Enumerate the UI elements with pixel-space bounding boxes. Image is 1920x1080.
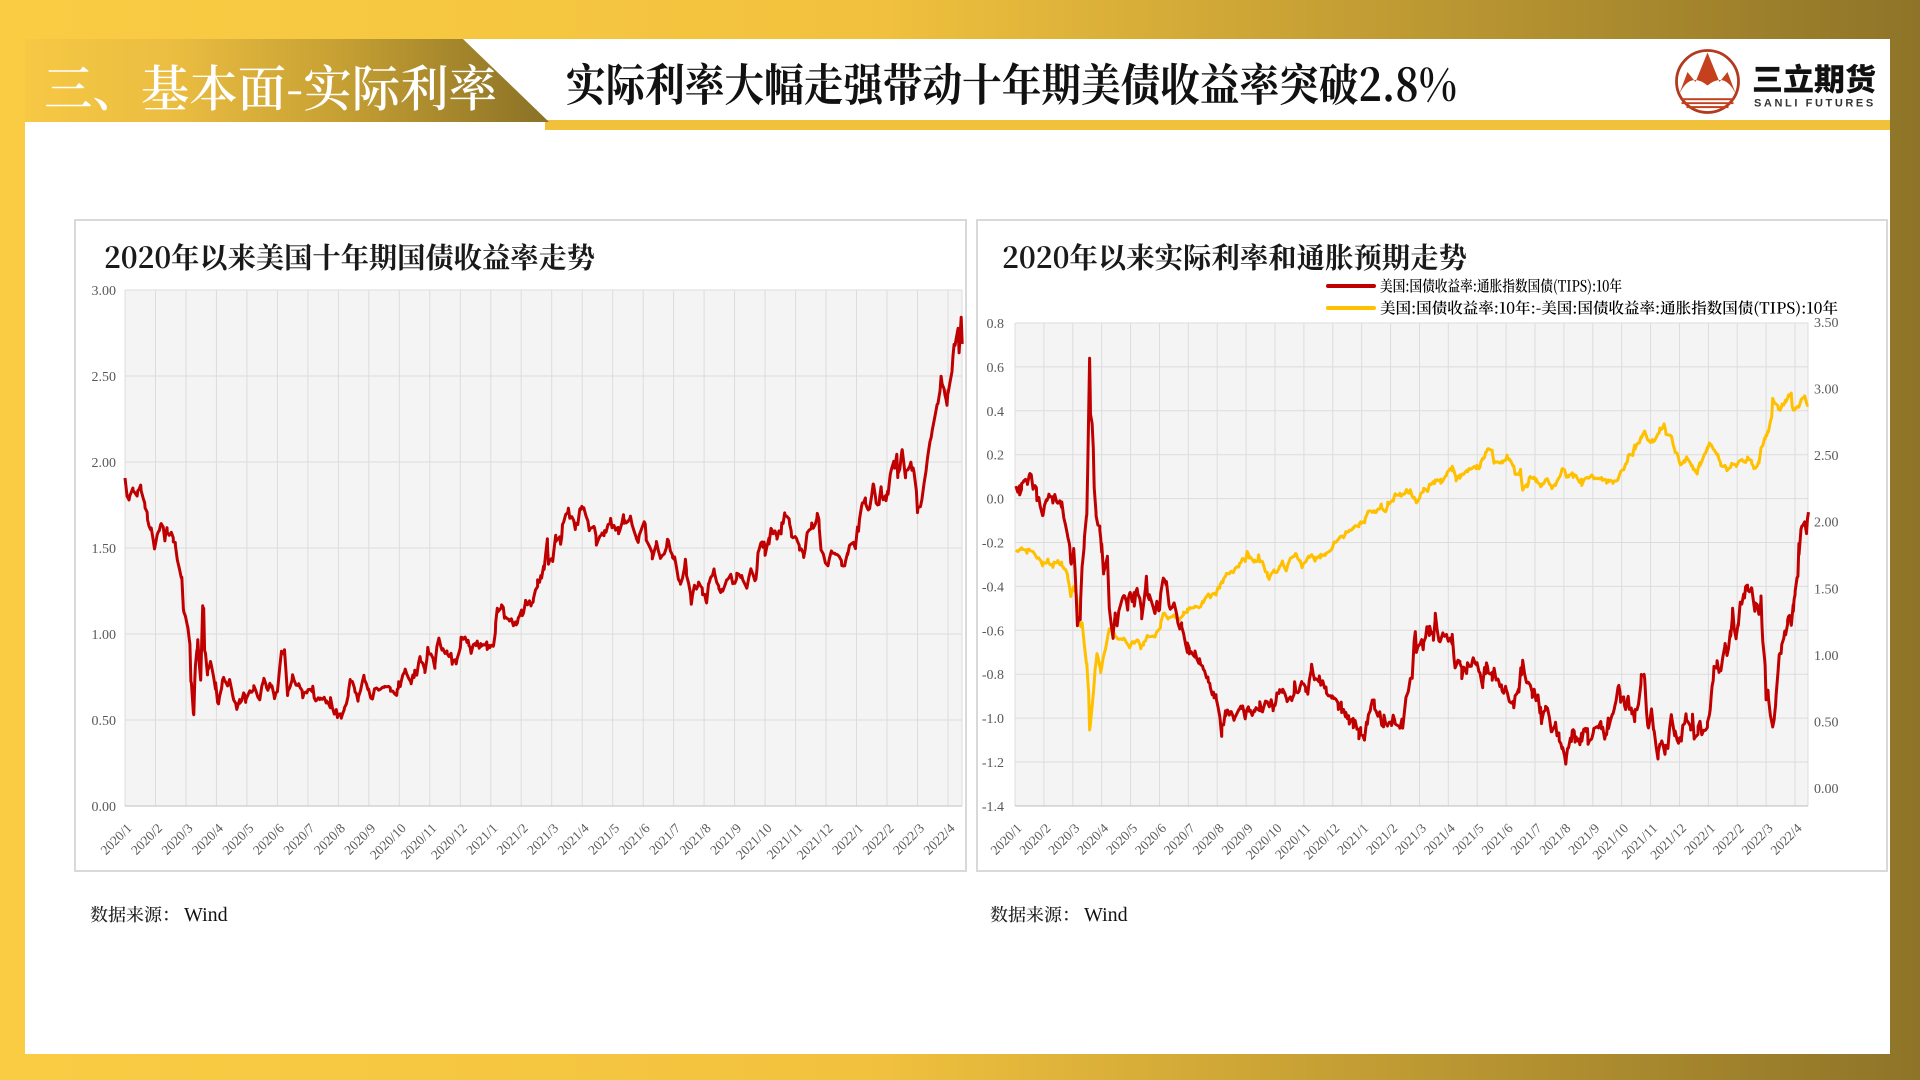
svg-text:2021/3: 2021/3	[1392, 820, 1429, 857]
svg-text:2021/8: 2021/8	[1536, 820, 1573, 857]
svg-text:2020/8: 2020/8	[311, 820, 348, 857]
svg-text:2021/7: 2021/7	[646, 820, 683, 857]
svg-text:-1.4: -1.4	[982, 800, 1004, 815]
svg-text:-0.8: -0.8	[982, 668, 1004, 683]
svg-text:2020/1: 2020/1	[987, 821, 1024, 858]
svg-text:2021/5: 2021/5	[585, 820, 622, 857]
svg-text:1.00: 1.00	[92, 628, 117, 643]
svg-text:0.6: 0.6	[987, 361, 1005, 376]
svg-text:0.8: 0.8	[987, 317, 1005, 332]
svg-text:2022/2: 2022/2	[1710, 821, 1747, 858]
svg-text:2020/5: 2020/5	[219, 820, 256, 857]
svg-text:2022/3: 2022/3	[890, 820, 927, 857]
svg-text:2020/3: 2020/3	[1045, 820, 1082, 857]
svg-text:-0.6: -0.6	[982, 624, 1004, 639]
svg-text:2022/1: 2022/1	[829, 821, 866, 858]
svg-text:2021/5: 2021/5	[1450, 820, 1487, 857]
svg-text:2022/4: 2022/4	[1767, 820, 1804, 857]
svg-text:2021/2: 2021/2	[1363, 821, 1400, 858]
svg-text:2.50: 2.50	[1814, 449, 1839, 464]
svg-text:2021/3: 2021/3	[524, 820, 561, 857]
svg-text:3.00: 3.00	[1814, 383, 1839, 398]
svg-text:2020/2: 2020/2	[1016, 821, 1053, 858]
svg-text:-1.2: -1.2	[982, 756, 1004, 771]
svg-text:2021/4: 2021/4	[555, 820, 592, 857]
svg-text:0.2: 0.2	[987, 449, 1005, 464]
svg-text:2022/1: 2022/1	[1681, 821, 1718, 858]
svg-text:-1.0: -1.0	[982, 712, 1004, 727]
svg-text:2020/6: 2020/6	[250, 820, 287, 857]
svg-text:2020/1: 2020/1	[97, 821, 134, 858]
svg-text:2021/1: 2021/1	[1334, 821, 1371, 858]
svg-text:2021/4: 2021/4	[1421, 820, 1458, 857]
svg-text:2022/3: 2022/3	[1739, 820, 1776, 857]
svg-text:0.00: 0.00	[1814, 782, 1839, 797]
svg-text:2020/7: 2020/7	[280, 820, 317, 857]
svg-text:2.00: 2.00	[92, 456, 117, 471]
svg-text:2020/5: 2020/5	[1103, 820, 1140, 857]
svg-text:2021/1: 2021/1	[463, 821, 500, 858]
svg-text:Wind: Wind	[1084, 904, 1128, 926]
svg-text:SANLI FUTURES: SANLI FUTURES	[1754, 98, 1876, 110]
svg-text:3.50: 3.50	[1814, 316, 1839, 331]
svg-text:0.0: 0.0	[987, 493, 1005, 508]
svg-text:2022/4: 2022/4	[920, 820, 957, 857]
svg-text:-0.4: -0.4	[982, 580, 1004, 595]
svg-text:2021/6: 2021/6	[1479, 820, 1516, 857]
svg-text:0.50: 0.50	[92, 714, 117, 729]
svg-text:2.00: 2.00	[1814, 516, 1839, 531]
svg-text:0.4: 0.4	[987, 405, 1005, 420]
svg-text:2021/8: 2021/8	[677, 820, 714, 857]
svg-text:2020/3: 2020/3	[158, 820, 195, 857]
svg-text:0.00: 0.00	[92, 800, 117, 815]
svg-text:1.50: 1.50	[1814, 582, 1839, 597]
svg-text:2020/4: 2020/4	[189, 820, 226, 857]
svg-text:2020/4: 2020/4	[1074, 820, 1111, 857]
svg-text:2021/6: 2021/6	[616, 820, 653, 857]
svg-text:0.50: 0.50	[1814, 715, 1839, 730]
svg-text:2021/7: 2021/7	[1507, 820, 1544, 857]
svg-text:1.00: 1.00	[1814, 649, 1839, 664]
svg-text:2021/2: 2021/2	[494, 821, 531, 858]
svg-text:Wind: Wind	[184, 904, 228, 926]
svg-text:-0.2: -0.2	[982, 537, 1004, 552]
svg-text:3.00: 3.00	[92, 284, 117, 299]
svg-text:2.50: 2.50	[92, 370, 117, 385]
svg-text:2020/2: 2020/2	[128, 821, 165, 858]
svg-text:2020/7: 2020/7	[1161, 820, 1198, 857]
svg-text:2022/2: 2022/2	[859, 821, 896, 858]
svg-text:2020/8: 2020/8	[1190, 820, 1227, 857]
svg-text:2020/6: 2020/6	[1132, 820, 1169, 857]
svg-text:1.50: 1.50	[92, 542, 117, 557]
